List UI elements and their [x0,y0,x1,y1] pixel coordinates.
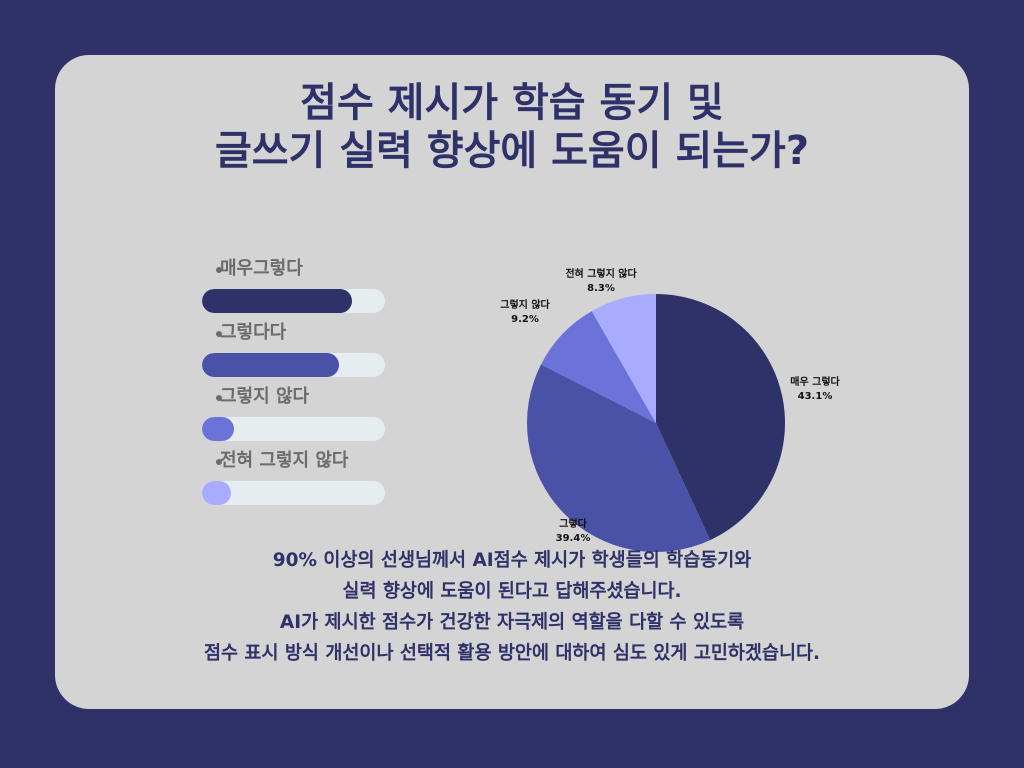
pie-chart: 매우 그렇다 43.1% 그렇다 39.4% 그렇지 않다 9.2% 전혀 그렇지 않다 8.… [500,267,841,552]
bullet-icon [216,331,222,337]
progress-fill [202,289,353,313]
summary-line-2: 실력 향상에 도움이 된다고 답해주셨습니다. [342,581,682,602]
legend: 매우그렇다 그렇다다 그렇지 않다 전혀 그렇지 않다 [202,255,392,511]
pie-value-label: 43.1% [798,391,833,402]
legend-item-very-agree: 매우그렇다 [202,255,392,319]
legend-item-agree: 그렇다다 [202,319,392,383]
legend-label: 그렇지 않다 [220,386,310,407]
pie-value-label: 39.4% [556,533,591,544]
survey-card: 점수 제시가 학습 동기 및 글쓰기 실력 향상에 도움이 되는가? 매우그렇다… [55,55,969,709]
summary-line-3: AI가 제시한 점수가 건강한 자극제의 역할을 다할 수 있도록 [279,612,745,633]
title-line-1: 점수 제시가 학습 동기 및 [300,80,724,126]
progress-fill [202,353,340,377]
progress-track [202,481,385,505]
pie-category-label: 그렇지 않다 [500,298,550,311]
legend-label: 전혀 그렇지 않다 [220,450,349,471]
slice-agree [527,364,711,552]
bullet-icon [216,459,222,465]
page-title: 점수 제시가 학습 동기 및 글쓰기 실력 향상에 도움이 되는가? [55,79,969,175]
summary-line-4: 점수 표시 방식 개선이나 선택적 활용 방안에 대하여 심도 있게 고민하겠습… [203,643,821,664]
legend-label: 그렇다다 [220,322,287,343]
pie-value-label: 9.2% [511,314,539,325]
summary-line-1: 90% 이상의 선생님께서 AI점수 제시가 학생들의 학습동기와 [272,550,752,571]
slice-very-agree [656,294,785,541]
summary-text: 90% 이상의 선생님께서 AI점수 제시가 학생들의 학습동기와 실력 향상에… [55,545,969,669]
slice-strongly-disagree [591,294,656,423]
pie-category-label: 매우 그렇다 [790,375,840,388]
progress-fill [202,417,235,441]
title-line-2: 글쓰기 실력 향상에 도움이 되는가? [214,128,810,174]
pie-category-label: 전혀 그렇지 않다 [565,267,637,280]
slice-disagree [541,311,656,423]
pie-category-label: 그렇다 [559,517,587,530]
bullet-icon [216,395,222,401]
progress-track [202,417,385,441]
legend-item-disagree: 그렇지 않다 [202,383,392,447]
pie-value-label: 8.3% [587,283,615,294]
bullet-icon [216,267,222,273]
progress-track [202,289,385,313]
legend-item-strongly-disagree: 전혀 그렇지 않다 [202,447,392,511]
progress-track [202,353,385,377]
legend-label: 매우그렇다 [220,258,303,279]
progress-fill [202,481,231,505]
